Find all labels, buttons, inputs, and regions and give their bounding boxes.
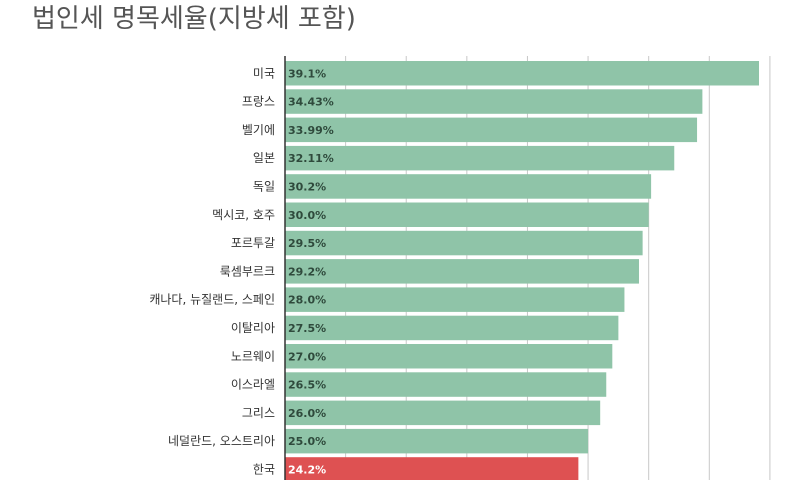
- data-label: 27.0%: [288, 350, 326, 363]
- bar: [285, 259, 639, 284]
- category-label: 그리스: [242, 406, 275, 420]
- bar: [285, 145, 675, 171]
- data-label: 39.1%: [288, 67, 326, 80]
- bar: [285, 344, 613, 369]
- category-label: 노르웨이: [231, 349, 275, 363]
- category-label: 이스라엘: [231, 378, 275, 392]
- category-label: 프랑스: [242, 95, 275, 109]
- data-label: 29.2%: [288, 265, 326, 278]
- category-label: 포르투갈: [231, 236, 275, 250]
- bar: [285, 287, 625, 312]
- category-label: 캐나다, 뉴질랜드, 스페인: [149, 293, 275, 307]
- category-label: 멕시코, 호주: [212, 208, 275, 222]
- bar: [285, 315, 619, 341]
- bar: [285, 89, 703, 114]
- data-label: 29.5%: [288, 237, 326, 250]
- bar: [285, 457, 579, 480]
- data-label: 33.99%: [288, 124, 334, 137]
- data-label: 28.0%: [288, 294, 326, 307]
- bar: [285, 400, 601, 426]
- bar: [285, 117, 698, 143]
- data-label: 24.2%: [288, 463, 326, 476]
- category-label: 한국: [253, 462, 275, 476]
- data-label: 26.0%: [288, 407, 326, 420]
- data-label: 30.0%: [288, 209, 326, 222]
- category-label: 미국: [253, 66, 275, 80]
- chart-title: 법인세 명목세율(지방세 포함): [32, 4, 356, 34]
- bar: [285, 372, 607, 397]
- data-label: 27.5%: [288, 322, 326, 335]
- data-label: 25.0%: [288, 435, 326, 448]
- category-label: 이탈리아: [231, 321, 275, 335]
- bar: [285, 428, 589, 454]
- category-label: 룩셈부르크: [220, 264, 275, 278]
- data-label: 30.2%: [288, 180, 326, 193]
- data-label: 34.43%: [288, 96, 334, 109]
- bar: [285, 230, 643, 256]
- category-label: 일본: [253, 151, 275, 165]
- data-label: 26.5%: [288, 379, 326, 392]
- bar: [285, 61, 759, 86]
- category-label: 네덜란드, 오스트리아: [168, 434, 275, 448]
- bar: [285, 202, 649, 227]
- data-label: 32.11%: [288, 152, 334, 165]
- category-label: 벨기에: [242, 123, 275, 137]
- category-label: 독일: [253, 179, 275, 193]
- bar: [285, 174, 652, 199]
